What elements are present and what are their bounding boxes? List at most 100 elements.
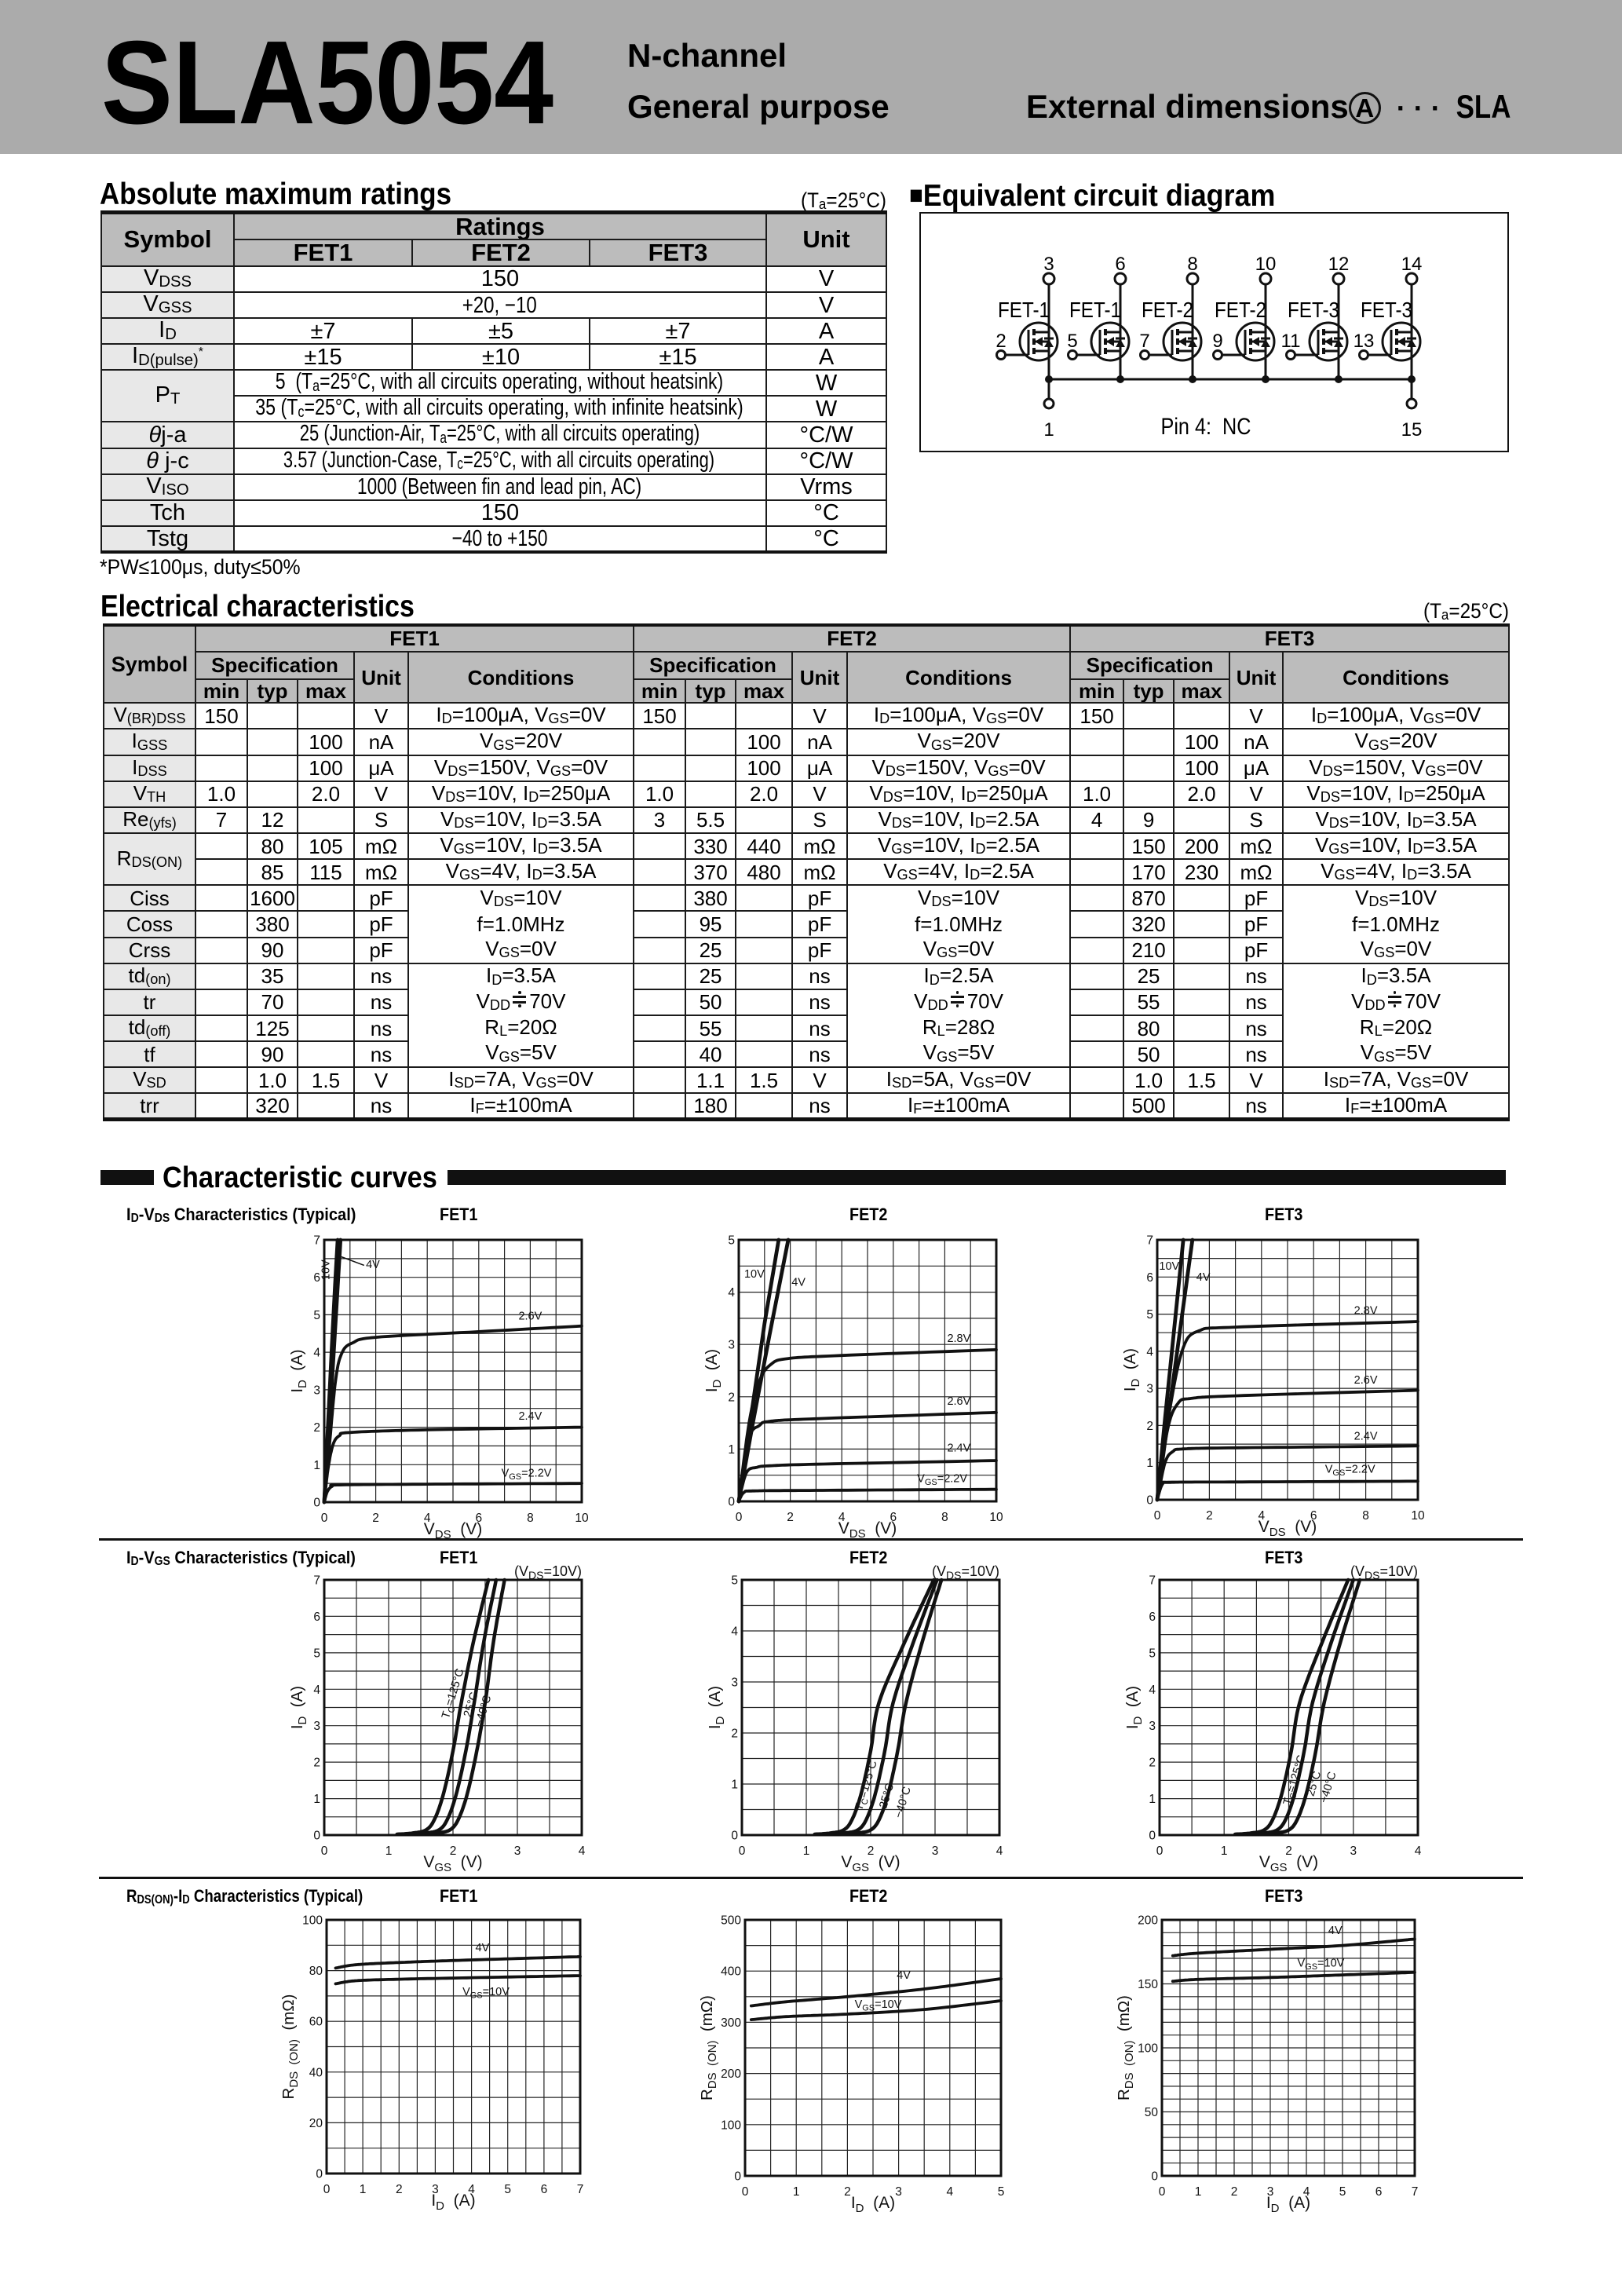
svg-text:RDS (ON) (mΩ): RDS (ON) (mΩ) bbox=[279, 1994, 301, 2100]
svg-text:4V: 4V bbox=[1196, 1271, 1211, 1284]
svg-text:2: 2 bbox=[728, 1391, 735, 1404]
svg-text:4: 4 bbox=[728, 1286, 735, 1300]
svg-text:2.4V: 2.4V bbox=[1354, 1430, 1378, 1442]
svg-text:2: 2 bbox=[1231, 2185, 1238, 2199]
svg-text:1: 1 bbox=[360, 2183, 367, 2196]
svg-text:2: 2 bbox=[372, 1512, 379, 1525]
svg-text:3: 3 bbox=[313, 1720, 320, 1733]
svg-text:2: 2 bbox=[313, 1421, 320, 1435]
svg-text:4: 4 bbox=[946, 2185, 953, 2199]
svg-text:1: 1 bbox=[728, 1443, 735, 1457]
svg-text:4V: 4V bbox=[476, 1942, 490, 1954]
svg-text:5: 5 bbox=[998, 2185, 1005, 2199]
svg-text:ID (A): ID (A) bbox=[288, 1349, 309, 1392]
svg-text:0: 0 bbox=[316, 2168, 323, 2181]
svg-text:20: 20 bbox=[309, 2117, 323, 2130]
svg-text:0: 0 bbox=[321, 1844, 328, 1858]
svg-text:0: 0 bbox=[1159, 2185, 1166, 2199]
svg-text:3: 3 bbox=[1043, 254, 1054, 275]
svg-text:300: 300 bbox=[721, 2016, 741, 2030]
svg-text:0: 0 bbox=[1149, 1830, 1156, 1843]
svg-text:2.4V: 2.4V bbox=[947, 1442, 970, 1455]
svg-text:7: 7 bbox=[313, 1574, 320, 1588]
svg-text:6: 6 bbox=[541, 2183, 548, 2196]
svg-text:3: 3 bbox=[514, 1844, 521, 1858]
svg-text:VGS=2.2V: VGS=2.2V bbox=[502, 1468, 552, 1483]
svg-text:6: 6 bbox=[475, 1512, 482, 1525]
svg-text:(VDS=10V): (VDS=10V) bbox=[1350, 1563, 1418, 1581]
svg-text:FET-2: FET-2 bbox=[1215, 298, 1266, 322]
svg-text:80: 80 bbox=[309, 1965, 323, 1978]
svg-text:7: 7 bbox=[313, 1234, 320, 1248]
svg-text:3: 3 bbox=[895, 2185, 902, 2199]
svg-text:ID (A): ID (A) bbox=[1121, 1348, 1142, 1391]
svg-text:2: 2 bbox=[731, 1727, 738, 1741]
svg-text:5: 5 bbox=[1149, 1647, 1156, 1660]
svg-text:5: 5 bbox=[313, 1309, 320, 1322]
svg-text:ID (A): ID (A) bbox=[706, 1686, 727, 1729]
svg-text:7: 7 bbox=[1149, 1574, 1156, 1588]
svg-text:0: 0 bbox=[734, 2170, 741, 2184]
svg-text:1: 1 bbox=[1195, 2185, 1202, 2199]
svg-text:6: 6 bbox=[1146, 1271, 1153, 1285]
svg-text:3: 3 bbox=[932, 1844, 939, 1858]
svg-text:5: 5 bbox=[504, 2183, 511, 2196]
svg-text:2.8V: 2.8V bbox=[947, 1333, 970, 1345]
svg-text:VGS (V): VGS (V) bbox=[1259, 1853, 1318, 1874]
svg-text:3: 3 bbox=[1350, 1844, 1357, 1858]
svg-text:3: 3 bbox=[1267, 2185, 1274, 2199]
svg-text:2: 2 bbox=[868, 1844, 875, 1858]
svg-text:7: 7 bbox=[577, 2183, 584, 2196]
svg-text:0: 0 bbox=[313, 1497, 320, 1510]
svg-text:(VDS=10V): (VDS=10V) bbox=[514, 1563, 582, 1581]
svg-text:3: 3 bbox=[313, 1384, 320, 1397]
svg-text:50: 50 bbox=[1145, 2106, 1159, 2119]
svg-text:4: 4 bbox=[313, 1347, 320, 1360]
svg-text:1: 1 bbox=[803, 1844, 810, 1858]
svg-text:FET-3: FET-3 bbox=[1288, 298, 1339, 322]
svg-text:VDS (V): VDS (V) bbox=[1259, 1518, 1317, 1539]
svg-text:10: 10 bbox=[989, 1511, 1003, 1524]
svg-text:3: 3 bbox=[731, 1676, 738, 1690]
svg-text:6: 6 bbox=[890, 1511, 897, 1524]
svg-text:2: 2 bbox=[1149, 1757, 1156, 1770]
svg-text:2: 2 bbox=[1285, 1844, 1292, 1858]
svg-text:3: 3 bbox=[432, 2183, 439, 2196]
svg-text:6: 6 bbox=[313, 1271, 320, 1285]
svg-text:FET-1: FET-1 bbox=[1069, 298, 1121, 322]
svg-text:0: 0 bbox=[1156, 1844, 1164, 1858]
svg-text:7: 7 bbox=[1412, 2185, 1419, 2199]
svg-text:4V: 4V bbox=[791, 1277, 806, 1289]
svg-text:VGS=10V: VGS=10V bbox=[1297, 1958, 1344, 1972]
svg-text:2.4V: 2.4V bbox=[518, 1410, 542, 1423]
svg-text:6: 6 bbox=[1310, 1509, 1317, 1523]
svg-text:VGS=10V: VGS=10V bbox=[462, 1986, 510, 2001]
svg-text:6: 6 bbox=[313, 1610, 320, 1624]
svg-text:7: 7 bbox=[1146, 1234, 1153, 1248]
svg-text:1: 1 bbox=[731, 1779, 738, 1792]
svg-text:2.8V: 2.8V bbox=[1354, 1305, 1378, 1318]
svg-text:2: 2 bbox=[396, 2183, 403, 2196]
svg-text:FET-2: FET-2 bbox=[1142, 298, 1193, 322]
svg-text:8: 8 bbox=[1187, 254, 1197, 275]
svg-text:11: 11 bbox=[1281, 331, 1301, 352]
svg-text:3: 3 bbox=[728, 1339, 735, 1352]
svg-text:4: 4 bbox=[579, 1844, 586, 1858]
svg-text:4V: 4V bbox=[897, 1969, 911, 1982]
svg-text:2.6V: 2.6V bbox=[518, 1311, 542, 1323]
svg-text:5: 5 bbox=[313, 1647, 320, 1660]
svg-text:VDS (V): VDS (V) bbox=[838, 1519, 897, 1541]
svg-text:7: 7 bbox=[1139, 331, 1149, 352]
svg-text:2: 2 bbox=[313, 1757, 320, 1770]
svg-text:10V: 10V bbox=[320, 1260, 333, 1280]
svg-text:2: 2 bbox=[1206, 1509, 1213, 1523]
svg-text:14: 14 bbox=[1401, 254, 1423, 275]
svg-text:4: 4 bbox=[1415, 1844, 1422, 1858]
svg-text:ID (A): ID (A) bbox=[851, 2194, 895, 2215]
svg-text:13: 13 bbox=[1353, 331, 1375, 352]
svg-text:8: 8 bbox=[1362, 1509, 1369, 1523]
svg-text:RDS (ON) (mΩ): RDS (ON) (mΩ) bbox=[1115, 1995, 1136, 2100]
svg-text:5: 5 bbox=[1339, 2185, 1346, 2199]
svg-text:4: 4 bbox=[468, 2183, 475, 2196]
svg-text:25°C: 25°C bbox=[877, 1782, 897, 1810]
